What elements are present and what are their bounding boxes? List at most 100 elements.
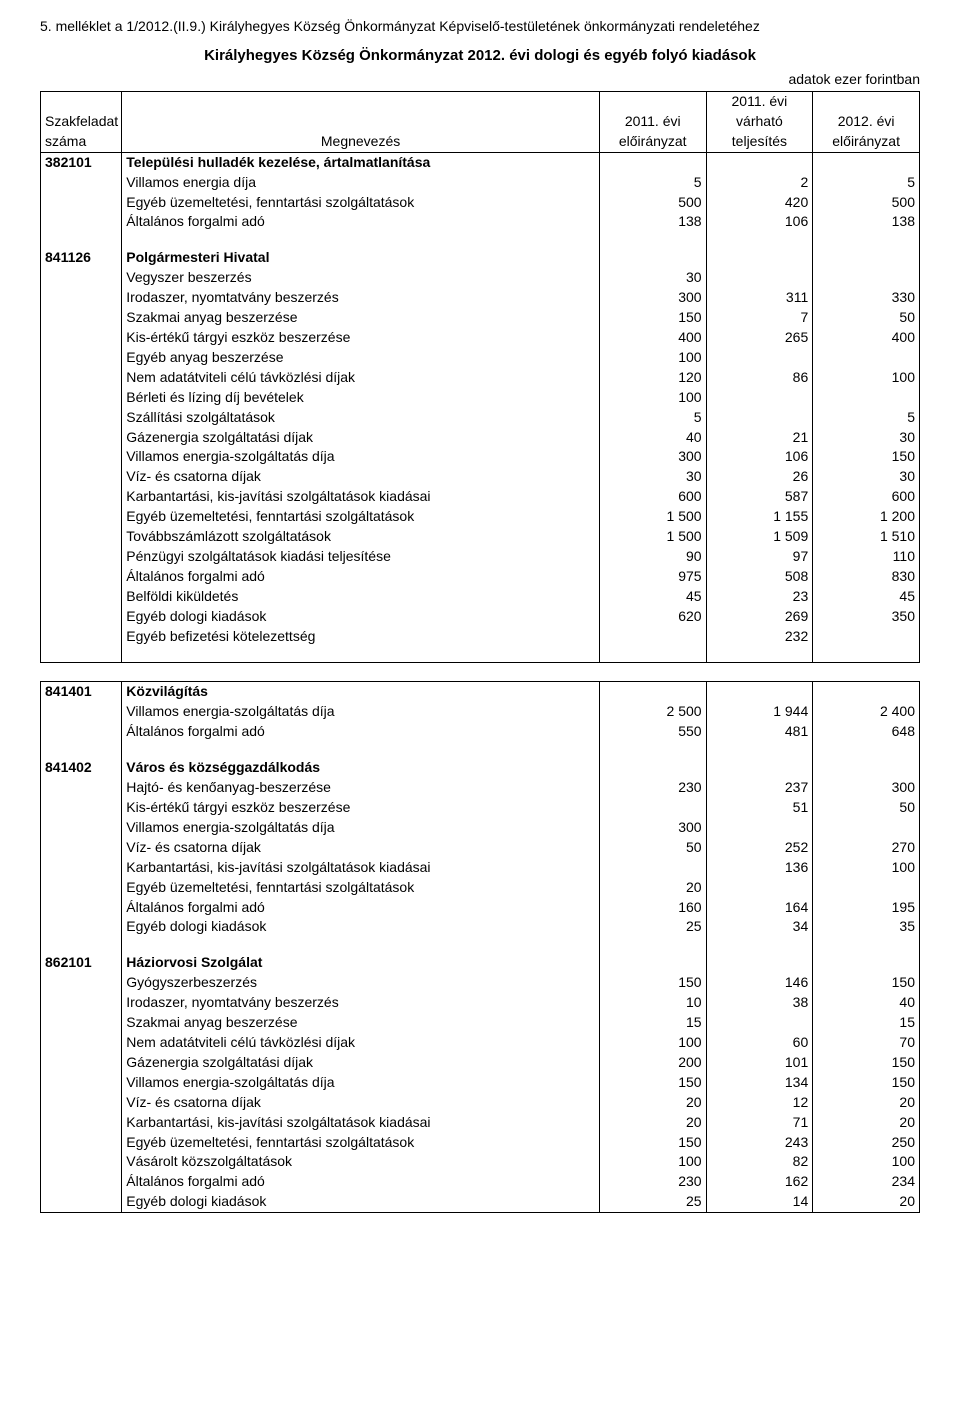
cell: 230 — [599, 778, 706, 798]
cell: 265 — [706, 328, 813, 348]
page: 5. melléklet a 1/2012.(II.9.) Királyhegy… — [0, 0, 960, 1253]
cell — [813, 348, 920, 368]
cell: 20 — [599, 1093, 706, 1113]
row-name: Villamos energia-szolgáltatás díja — [122, 818, 600, 838]
row-name: Karbantartási, kis-javítási szolgáltatás… — [122, 1113, 600, 1133]
cell: 300 — [599, 447, 706, 467]
row-name: Nem adatátviteli célú távközlési díjak — [122, 1033, 600, 1053]
cell: 100 — [813, 858, 920, 878]
cell: 1 509 — [706, 527, 813, 547]
row-name: Karbantartási, kis-javítási szolgáltatás… — [122, 858, 600, 878]
cell: 30 — [599, 268, 706, 288]
cell: 230 — [599, 1172, 706, 1192]
section-code: 382101 — [41, 152, 122, 172]
cell: 400 — [599, 328, 706, 348]
table-row: Egyéb üzemeltetési, fenntartási szolgált… — [41, 878, 920, 898]
cell: 420 — [706, 193, 813, 213]
cell: 45 — [813, 587, 920, 607]
cell: 243 — [706, 1133, 813, 1153]
cell: 146 — [706, 973, 813, 993]
cell: 350 — [813, 607, 920, 627]
cell — [706, 348, 813, 368]
row-name: Egyéb dologi kiadások — [122, 607, 600, 627]
table-row: Általános forgalmi adó975508830 — [41, 567, 920, 587]
table-block-2: 841401 Közvilágítás Villamos energia-szo… — [40, 681, 920, 1213]
cell: 200 — [599, 1053, 706, 1073]
cell: 975 — [599, 567, 706, 587]
cell — [706, 152, 813, 172]
header-col1 — [41, 92, 122, 112]
cell: 82 — [706, 1152, 813, 1172]
table-row: Víz- és csatorna díjak50252270 — [41, 838, 920, 858]
cell — [706, 818, 813, 838]
cell: 5 — [813, 408, 920, 428]
row-name: Általános forgalmi adó — [122, 567, 600, 587]
table-row: Bérleti és lízing díj bevételek100 — [41, 388, 920, 408]
header-col3-line1: 2011. évi — [599, 112, 706, 132]
cell: 14 — [706, 1192, 813, 1212]
cell: 25 — [599, 1192, 706, 1212]
page-title: Királyhegyes Község Önkormányzat 2012. é… — [40, 46, 920, 65]
table-row: Általános forgalmi adó230162234 — [41, 1172, 920, 1192]
row-name: Egyéb anyag beszerzése — [122, 348, 600, 368]
cell: 110 — [813, 547, 920, 567]
cell: 300 — [599, 818, 706, 838]
table-row: Karbantartási, kis-javítási szolgáltatás… — [41, 487, 920, 507]
cell: 400 — [813, 328, 920, 348]
cell — [813, 878, 920, 898]
row-name: Egyéb üzemeltetési, fenntartási szolgált… — [122, 193, 600, 213]
table-row: Irodaszer, nyomtatvány beszerzés30031133… — [41, 288, 920, 308]
header-col2-blank — [122, 112, 600, 132]
cell: 648 — [813, 722, 920, 742]
header-col1-line2: száma — [41, 132, 122, 152]
cell: 600 — [813, 487, 920, 507]
cell: 234 — [813, 1172, 920, 1192]
cell: 162 — [706, 1172, 813, 1192]
table-row: Szakmai anyag beszerzése1515 — [41, 1013, 920, 1033]
row-name: Víz- és csatorna díjak — [122, 838, 600, 858]
cell: 40 — [813, 993, 920, 1013]
cell: 150 — [813, 1053, 920, 1073]
row-name: Víz- és csatorna díjak — [122, 467, 600, 487]
cell: 15 — [599, 1013, 706, 1033]
table-row: Nem adatátviteli célú távközlési díjak12… — [41, 368, 920, 388]
cell: 600 — [599, 487, 706, 507]
cell: 45 — [599, 587, 706, 607]
cell: 481 — [706, 722, 813, 742]
cell: 120 — [599, 368, 706, 388]
cell: 100 — [599, 348, 706, 368]
table-row: Villamos energia díja525 — [41, 173, 920, 193]
cell: 20 — [813, 1113, 920, 1133]
cell: 100 — [813, 368, 920, 388]
cell: 150 — [599, 973, 706, 993]
cell: 830 — [813, 567, 920, 587]
cell: 35 — [813, 917, 920, 937]
cell: 20 — [599, 1113, 706, 1133]
cell — [706, 878, 813, 898]
row-name: Általános forgalmi adó — [122, 1172, 600, 1192]
cell: 508 — [706, 567, 813, 587]
row-name: Villamos energia-szolgáltatás díja — [122, 447, 600, 467]
section-title: Háziorvosi Szolgálat — [122, 953, 600, 973]
cell: 300 — [813, 778, 920, 798]
cell: 106 — [706, 447, 813, 467]
table-row: Vásárolt közszolgáltatások10082100 — [41, 1152, 920, 1172]
table-row: Kis-értékű tárgyi eszköz beszerzése5150 — [41, 798, 920, 818]
spacer — [40, 663, 920, 681]
table-row: Általános forgalmi adó138106138 — [41, 212, 920, 232]
table-row: Egyéb üzemeltetési, fenntartási szolgált… — [41, 193, 920, 213]
table-row: Kis-értékű tárgyi eszköz beszerzése40026… — [41, 328, 920, 348]
table-block-1: 2011. évi Szakfeladat 2011. évi várható … — [40, 91, 920, 663]
header-col4-line2: várható — [706, 112, 813, 132]
row-name: Gázenergia szolgáltatási díjak — [122, 428, 600, 448]
cell — [706, 268, 813, 288]
table-row: Egyéb anyag beszerzése100 — [41, 348, 920, 368]
section-title: Polgármesteri Hivatal — [122, 248, 600, 268]
cell: 20 — [599, 878, 706, 898]
row-name: Gyógyszerbeszerzés — [122, 973, 600, 993]
cell — [599, 858, 706, 878]
table-row: Gyógyszerbeszerzés150146150 — [41, 973, 920, 993]
table-row: Gázenergia szolgáltatási díjak402130 — [41, 428, 920, 448]
cell: 2 400 — [813, 702, 920, 722]
table-row: Gázenergia szolgáltatási díjak200101150 — [41, 1053, 920, 1073]
